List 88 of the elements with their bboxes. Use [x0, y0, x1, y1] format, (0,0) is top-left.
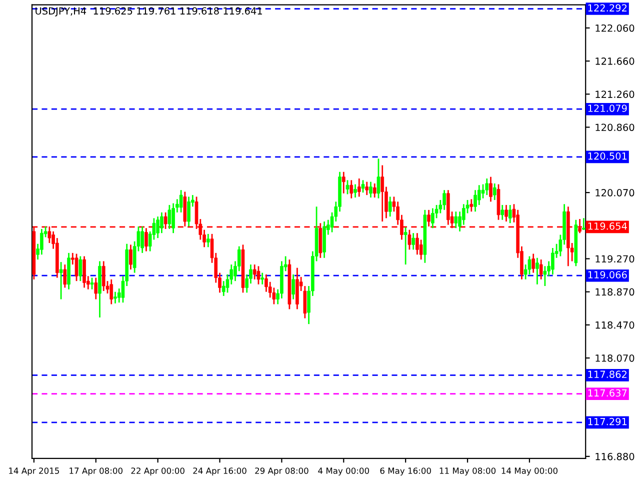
candlestick: [508, 204, 512, 224]
x-tick-label: 6 May 16:00: [380, 468, 431, 476]
y-tick-label: 120.860: [596, 124, 634, 132]
candlestick: [357, 178, 361, 198]
candlestick: [179, 189, 183, 214]
candlestick: [543, 265, 547, 287]
candlestick: [59, 261, 63, 300]
candlestick: [354, 184, 357, 198]
candlestick: [500, 204, 504, 221]
candlestick: [160, 212, 164, 234]
x-tick-label: 22 Apr 00:00: [131, 468, 184, 476]
chart-title: USDJPY,H4 119.625 119.761 119.618 119.641: [36, 7, 262, 16]
x-tick-label: 14 May 00:00: [502, 468, 558, 476]
candlestick: [172, 202, 175, 234]
candlestick: [372, 182, 376, 198]
candlestick: [206, 233, 210, 248]
x-tick-label: 14 Apr 2015: [9, 468, 59, 476]
candlestick: [376, 158, 380, 200]
candlestick: [114, 291, 117, 304]
candlestick: [412, 232, 415, 250]
x-tick-label: 11 May 08:00: [440, 468, 496, 476]
candlestick: [252, 264, 256, 280]
candlestick: [380, 164, 384, 222]
candlestick: [102, 260, 106, 292]
ref-line-label: 117.637: [588, 389, 627, 397]
ref-line-label: 122.292: [588, 4, 626, 12]
candlestick: [504, 204, 508, 222]
candlestick: [474, 189, 477, 212]
candlestick: [292, 274, 295, 300]
candlestick: [94, 277, 98, 300]
candlestick: [536, 257, 539, 286]
candlestick: [256, 265, 260, 286]
candlestick: [427, 209, 430, 228]
candlestick: [82, 256, 86, 288]
candlestick: [431, 208, 434, 229]
candlestick: [489, 176, 492, 202]
y-tick-label: 116.880: [596, 452, 634, 460]
candlestick: [350, 179, 354, 200]
candlestick: [408, 229, 412, 250]
candlestick: [365, 181, 369, 196]
candlestick: [140, 226, 144, 254]
ref-line-label: 117.862: [588, 370, 626, 378]
candlestick: [342, 171, 346, 194]
y-tick-label: 118.070: [596, 354, 634, 362]
candlestick: [532, 253, 535, 274]
ref-line-label: 120.501: [588, 152, 627, 160]
ref-line-label: 119.654: [588, 222, 627, 230]
candlestick: [470, 198, 474, 212]
candlestick: [492, 182, 496, 201]
candlestick: [74, 253, 78, 282]
ref-line-label: 121.079: [588, 104, 627, 112]
y-tick-label: 121.260: [596, 90, 634, 98]
ref-line-label: 117.291: [588, 418, 627, 426]
candlestick: [90, 277, 94, 290]
candlestick: [582, 217, 586, 231]
candlestick: [260, 272, 264, 286]
candlestick: [539, 258, 543, 280]
y-tick-label: 118.470: [596, 321, 634, 329]
candlestick: [416, 232, 419, 256]
candlestick: [404, 226, 408, 266]
candlestick: [110, 278, 114, 305]
candlestick: [156, 216, 160, 239]
y-tick-label: 121.660: [596, 58, 634, 65]
candlestick: [485, 178, 489, 196]
x-tick-label: 29 Apr 08:00: [255, 468, 308, 476]
y-tick-label: 118.870: [596, 288, 634, 296]
candlestick: [528, 256, 532, 276]
x-tick-label: 24 Apr 16:00: [193, 468, 246, 476]
candlestick: [454, 210, 458, 229]
candlestick: [388, 196, 392, 218]
candlestick: [369, 181, 372, 198]
candlestick: [442, 189, 446, 211]
candlestick: [361, 179, 365, 194]
candlestick: [187, 196, 190, 228]
candlestick: [63, 264, 67, 288]
candlestick: [78, 256, 82, 282]
candlestick: [168, 204, 172, 230]
y-tick-label: 120.070: [596, 189, 634, 196]
ref-line-label: 119.066: [588, 271, 627, 278]
x-tick-label: 17 Apr 08:00: [70, 468, 122, 476]
candlestick: [40, 228, 44, 256]
candlestick: [129, 244, 132, 270]
x-tick-label: 4 May 00:00: [318, 468, 370, 476]
candlestick: [346, 179, 350, 195]
y-tick-label: 119.270: [596, 255, 634, 263]
candlestick: [144, 227, 148, 252]
y-tick-label: 122.060: [596, 24, 634, 32]
candlestick: [551, 247, 554, 276]
